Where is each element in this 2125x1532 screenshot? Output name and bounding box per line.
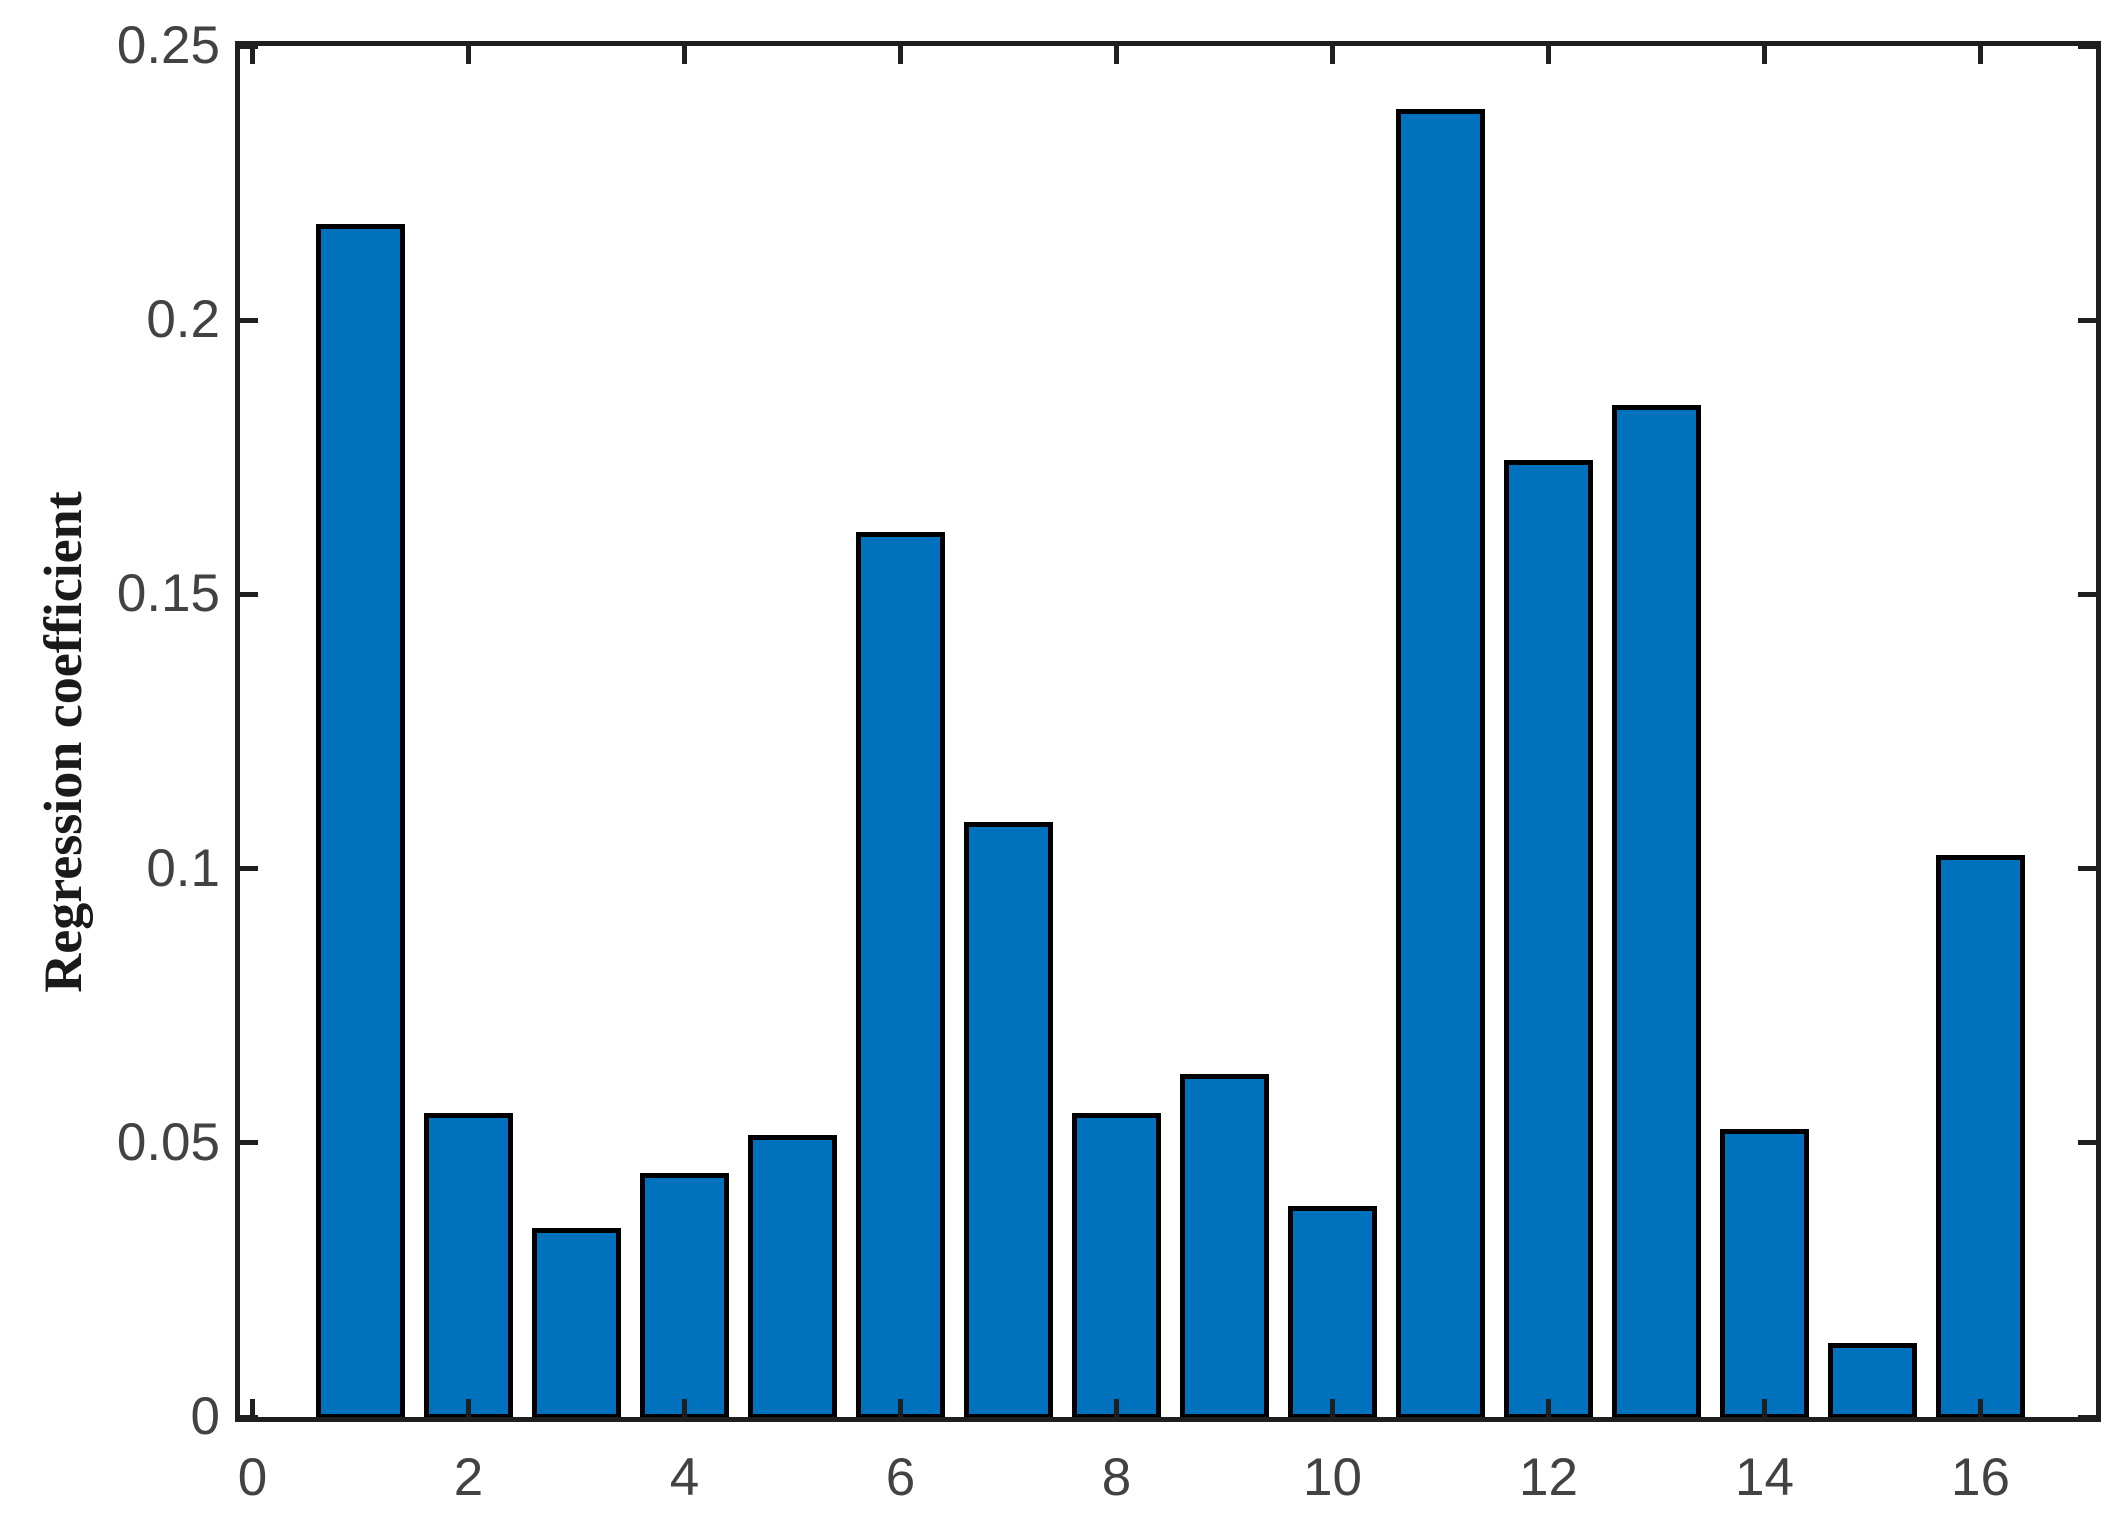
bar-3 (532, 1228, 621, 1419)
x-tick-bottom (1114, 1399, 1119, 1417)
bar-5 (748, 1134, 837, 1419)
x-tick-label: 0 (237, 1448, 268, 1507)
bar-9 (1180, 1074, 1269, 1419)
bar-6 (856, 531, 945, 1419)
y-tick-left (240, 43, 258, 49)
x-tick-top (250, 46, 255, 64)
y-tick-label: 0.15 (116, 564, 220, 624)
x-tick-bottom (250, 1399, 255, 1417)
y-tick-left (240, 866, 258, 872)
x-tick-top (898, 46, 903, 64)
x-tick-top (1978, 46, 1983, 64)
x-tick-top (1330, 46, 1335, 64)
x-tick-bottom (1330, 1399, 1335, 1417)
y-tick-right (2078, 43, 2096, 49)
y-tick-right (2078, 1140, 2096, 1146)
y-tick-right (2078, 1414, 2096, 1420)
x-tick-bottom (898, 1399, 903, 1417)
x-tick-label: 14 (1735, 1448, 1794, 1507)
plot-area (235, 41, 2101, 1422)
x-tick-label: 2 (453, 1448, 484, 1507)
y-tick-right (2078, 591, 2096, 597)
bar-10 (1288, 1206, 1377, 1419)
y-tick-label: 0.05 (116, 1112, 220, 1172)
x-tick-top (1546, 46, 1551, 64)
x-tick-top (1114, 46, 1119, 64)
x-tick-bottom (682, 1399, 687, 1417)
bar-14 (1720, 1129, 1809, 1419)
x-tick-label: 16 (1951, 1448, 2010, 1507)
bar-1 (316, 224, 405, 1419)
x-tick-bottom (1978, 1399, 1983, 1417)
y-tick-right (2078, 866, 2096, 872)
y-axis-label: Regression coefficient (33, 491, 93, 993)
x-tick-bottom (1546, 1399, 1551, 1417)
y-tick-right (2078, 317, 2096, 323)
y-tick-left (240, 1414, 258, 1420)
x-tick-top (682, 46, 687, 64)
x-tick-top (1762, 46, 1767, 64)
x-tick-bottom (1762, 1399, 1767, 1417)
x-tick-bottom (466, 1399, 471, 1417)
x-tick-label: 12 (1519, 1448, 1578, 1507)
bar-13 (1612, 405, 1701, 1419)
bar-8 (1072, 1112, 1161, 1419)
x-tick-label: 10 (1303, 1448, 1362, 1507)
x-tick-label: 6 (885, 1448, 916, 1507)
y-tick-label: 0.1 (146, 838, 220, 898)
y-tick-label: 0.2 (146, 290, 220, 350)
bar-2 (424, 1112, 513, 1419)
bar-16 (1936, 855, 2025, 1419)
x-tick-top (466, 46, 471, 64)
y-tick-left (240, 1140, 258, 1146)
bar-12 (1504, 460, 1593, 1419)
bar-7 (964, 822, 1053, 1419)
x-tick-label: 4 (669, 1448, 700, 1507)
y-tick-left (240, 317, 258, 323)
bar-11 (1396, 109, 1485, 1419)
y-tick-label: 0.25 (116, 16, 220, 75)
y-tick-label: 0 (190, 1387, 220, 1446)
x-tick-label: 8 (1101, 1448, 1132, 1507)
bar-4 (640, 1173, 729, 1419)
y-tick-left (240, 591, 258, 597)
bar-15 (1828, 1343, 1917, 1419)
